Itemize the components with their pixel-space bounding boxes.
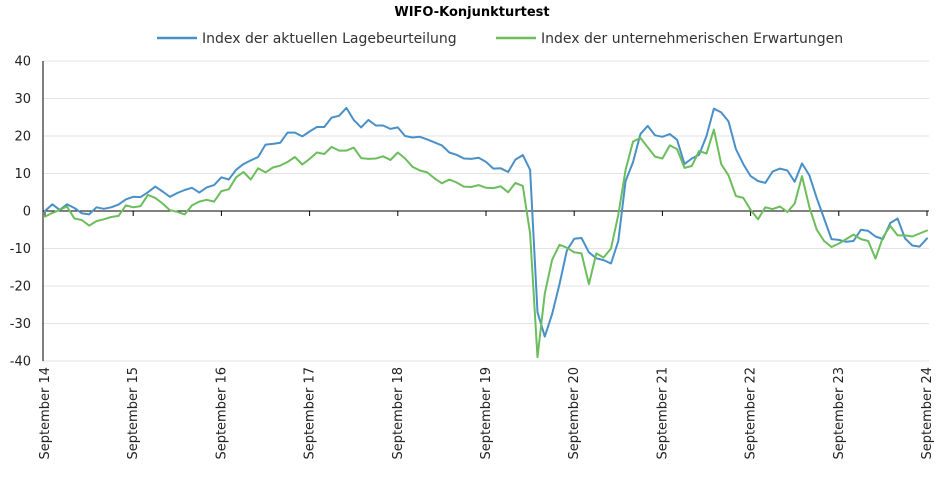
x-tick-label: September 14 (38, 367, 53, 460)
x-tick-label: September 24 (920, 367, 935, 460)
y-tick-label: 0 (23, 205, 31, 220)
y-tick-label: -10 (10, 242, 31, 257)
y-tick-label: 30 (14, 92, 31, 107)
legend-entry: Index der unternehmerischen Erwartungen (496, 31, 843, 47)
y-tick-label: -40 (10, 355, 31, 370)
y-tick-label: 40 (14, 55, 31, 70)
y-tick-label: -30 (10, 317, 31, 332)
legend-label: Index der unternehmerischen Erwartungen (541, 31, 843, 47)
x-tick-label: September 21 (655, 367, 670, 460)
x-axis: September 14 September 15 September 16 Sept… (38, 210, 935, 460)
x-tick-label: September 18 (391, 367, 406, 460)
x-tick-label: September 15 (126, 367, 141, 460)
gridlines (43, 60, 929, 362)
x-tick-label: September 23 (832, 367, 847, 460)
y-tick-label: 10 (14, 167, 31, 182)
x-tick-label: September 22 (744, 367, 759, 460)
series-lines (44, 106, 928, 359)
x-tick-label: September 19 (479, 367, 494, 460)
x-tick-label: September 16 (214, 367, 229, 460)
chart-legend: Index der aktuellen Lagebeurteilung Index… (157, 31, 843, 47)
y-tick-label: 20 (14, 130, 31, 145)
y-tick-label: -20 (10, 280, 31, 295)
y-axis: 40 30 20 10 0 -10 -20 -30 -40 (10, 55, 44, 370)
x-tick-label: September 17 (303, 367, 318, 460)
legend-entry: Index der aktuellen Lagebeurteilung (157, 31, 457, 47)
legend-label: Index der aktuellen Lagebeurteilung (202, 31, 457, 47)
series-line-lagebeurteilung (44, 106, 928, 338)
chart-title: WIFO-Konjunkturtest (394, 5, 549, 20)
x-tick-label: September 20 (567, 367, 582, 460)
series-line-erwartungen (44, 128, 928, 359)
